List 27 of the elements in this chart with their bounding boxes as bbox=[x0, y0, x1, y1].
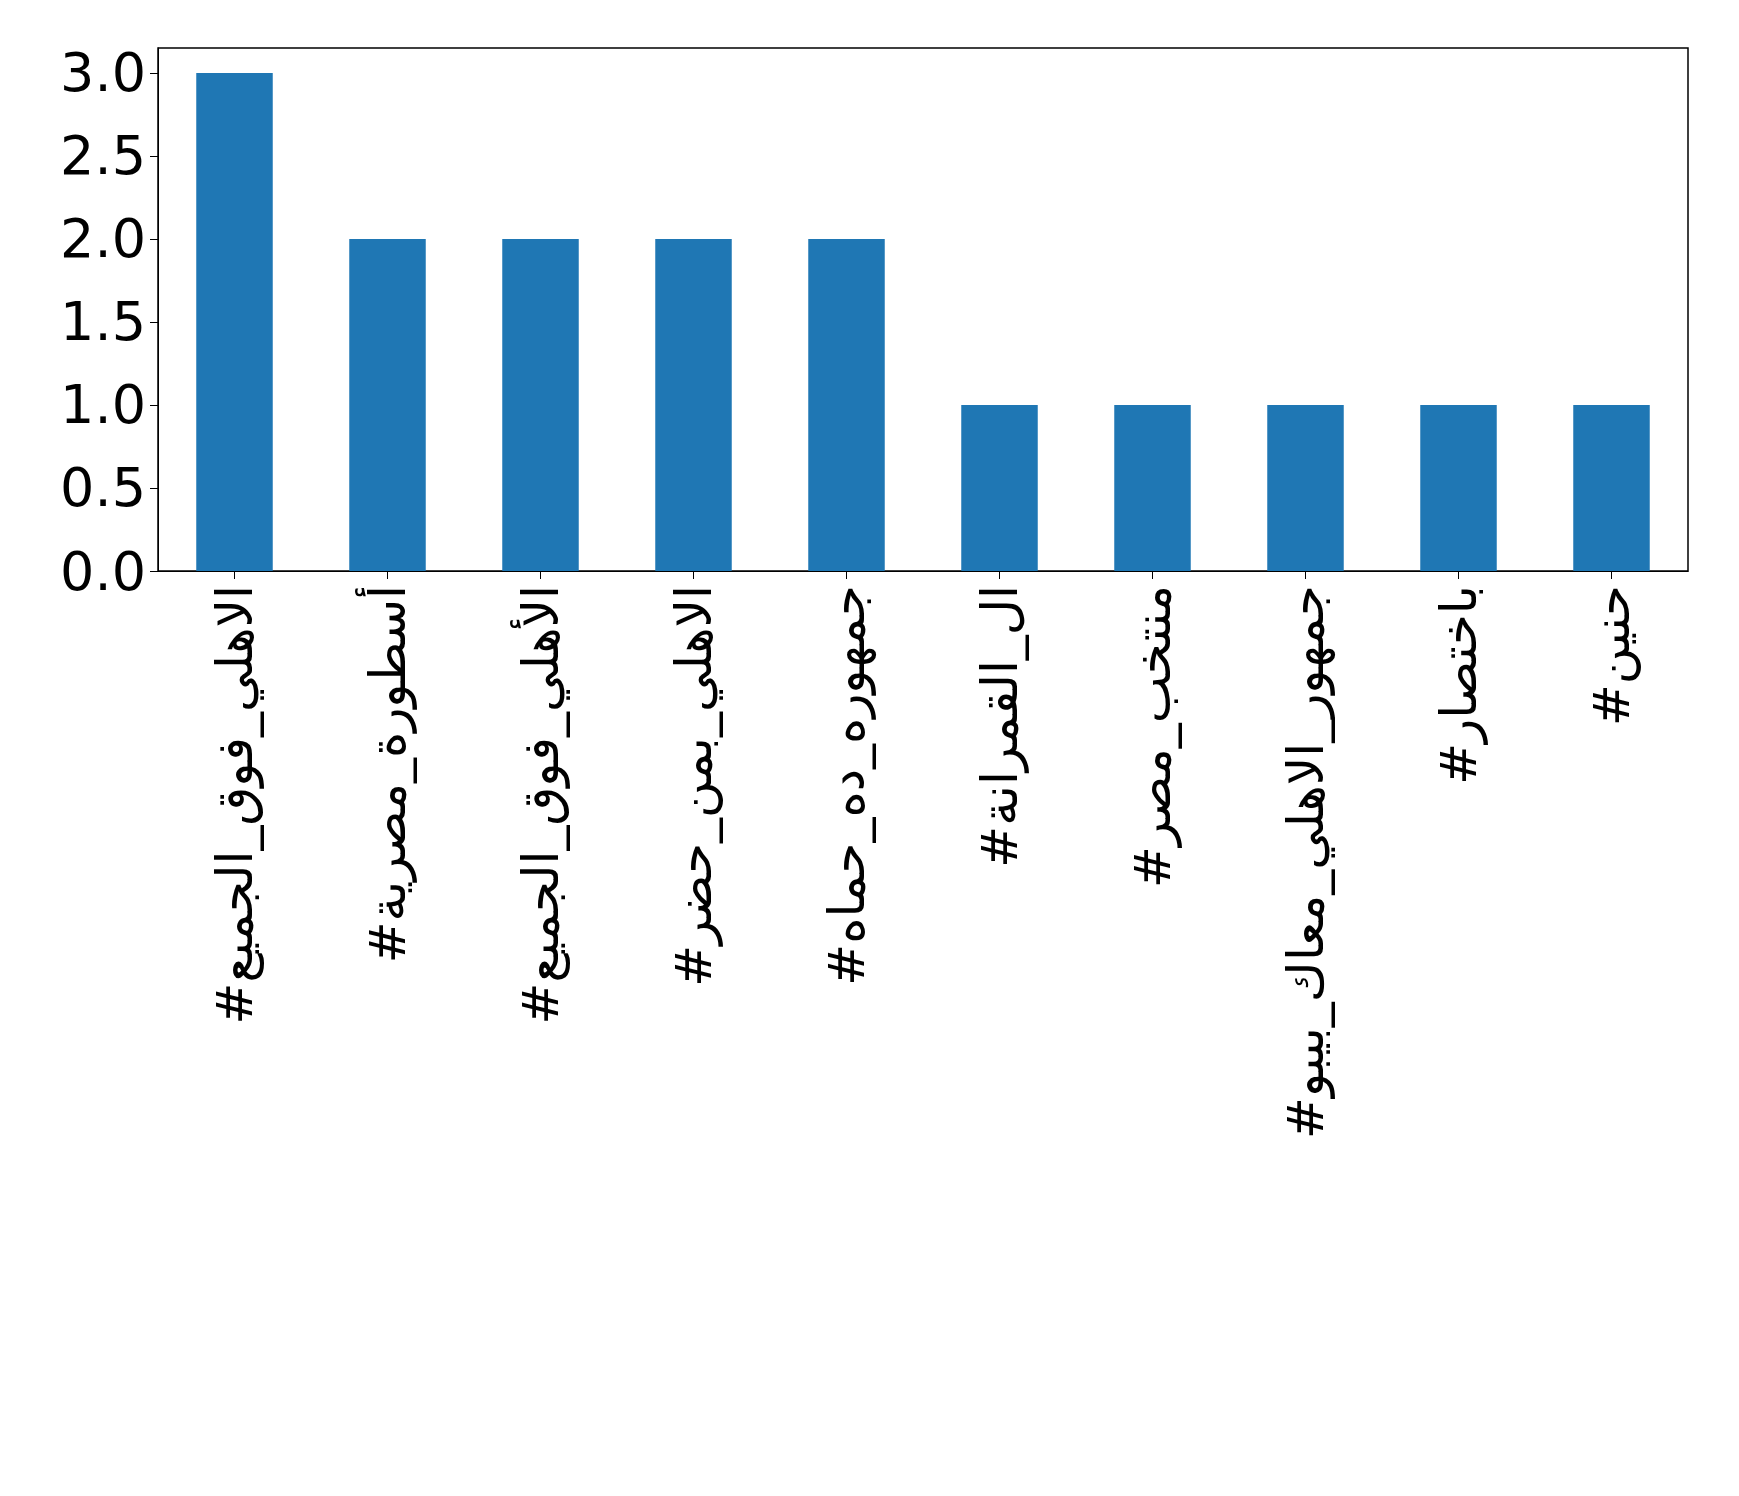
bar bbox=[1114, 404, 1191, 571]
x-tick-label: #الاهلي_فوق_الجميع bbox=[205, 585, 265, 1025]
x-tick-label: #جمهور_الاهلي_معاك_بيبو bbox=[1276, 585, 1336, 1140]
y-tick-label: 1.0 bbox=[60, 373, 146, 437]
x-tick-label: #أسطورة_مصرية bbox=[354, 585, 417, 964]
bar bbox=[1267, 404, 1344, 571]
y-tick-label: 0.0 bbox=[60, 539, 146, 603]
x-tick-label: #الأهلي_فوق_الجميع bbox=[509, 585, 571, 1025]
bar bbox=[808, 238, 885, 571]
y-tick-label: 3.0 bbox=[60, 41, 146, 105]
bar bbox=[196, 72, 273, 571]
y-tick-label: 1.5 bbox=[60, 290, 146, 354]
bar bbox=[961, 404, 1038, 571]
y-tick-label: 2.0 bbox=[60, 207, 146, 271]
x-tick-label: #ال_القمرانة bbox=[970, 585, 1029, 868]
y-tick-label: 0.5 bbox=[60, 456, 146, 520]
x-tick-label: #جمهوره_ده_حماه bbox=[817, 585, 877, 986]
x-tick-label: #باختصار bbox=[1429, 585, 1488, 785]
bar bbox=[349, 238, 426, 571]
bar bbox=[1573, 404, 1650, 571]
x-tick-label: #منتخب_مصر bbox=[1123, 585, 1182, 888]
bar bbox=[655, 238, 732, 571]
y-tick-label: 2.5 bbox=[60, 124, 146, 188]
x-tick-label: #حنين bbox=[1582, 585, 1641, 727]
x-tick-label: #الاهلي_بمن_حضر bbox=[664, 585, 723, 987]
bar bbox=[1420, 404, 1497, 571]
bar bbox=[502, 238, 579, 571]
